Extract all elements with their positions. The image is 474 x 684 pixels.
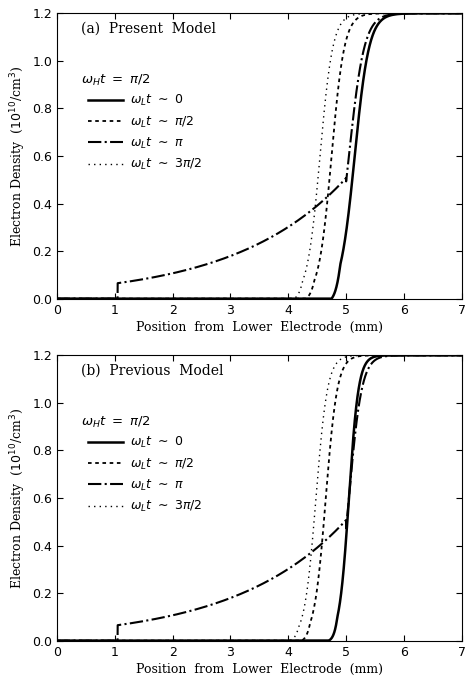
Legend: $\omega_L t\ \sim\ 0$, $\omega_L t\ \sim\ \pi/2$, $\omega_L t\ \sim\ \pi$, $\ome: $\omega_L t\ \sim\ 0$, $\omega_L t\ \sim… [83,430,207,519]
Text: (b)  Previous  Model: (b) Previous Model [81,364,224,378]
X-axis label: Position  from  Lower  Electrode  (mm): Position from Lower Electrode (mm) [136,321,383,334]
Y-axis label: Electron Density  ($10^{10}$/cm$^3$): Electron Density ($10^{10}$/cm$^3$) [9,407,28,589]
Text: $\omega_H t\ =\ \pi/2$: $\omega_H t\ =\ \pi/2$ [81,73,151,88]
X-axis label: Position  from  Lower  Electrode  (mm): Position from Lower Electrode (mm) [136,663,383,676]
Text: $\omega_H t\ =\ \pi/2$: $\omega_H t\ =\ \pi/2$ [81,415,151,430]
Y-axis label: Electron Density  ($10^{10}$/cm$^3$): Electron Density ($10^{10}$/cm$^3$) [9,65,28,247]
Legend: $\omega_L t\ \sim\ 0$, $\omega_L t\ \sim\ \pi/2$, $\omega_L t\ \sim\ \pi$, $\ome: $\omega_L t\ \sim\ 0$, $\omega_L t\ \sim… [83,88,207,177]
Text: (a)  Present  Model: (a) Present Model [81,22,216,36]
